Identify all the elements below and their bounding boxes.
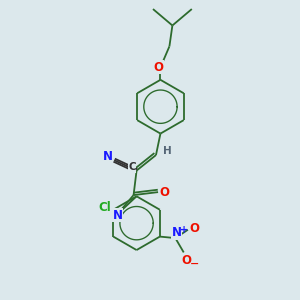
Text: C: C — [128, 162, 136, 172]
Text: O: O — [190, 222, 200, 235]
Text: H: H — [103, 204, 112, 214]
Text: Cl: Cl — [98, 201, 111, 214]
Text: O: O — [153, 61, 163, 74]
Text: O: O — [182, 254, 192, 267]
Text: H: H — [163, 146, 172, 157]
Text: −: − — [190, 259, 199, 269]
Text: N: N — [113, 208, 123, 222]
Text: N: N — [172, 226, 182, 239]
Text: O: O — [160, 186, 170, 199]
Text: N: N — [103, 150, 112, 163]
Text: +: + — [180, 225, 188, 235]
